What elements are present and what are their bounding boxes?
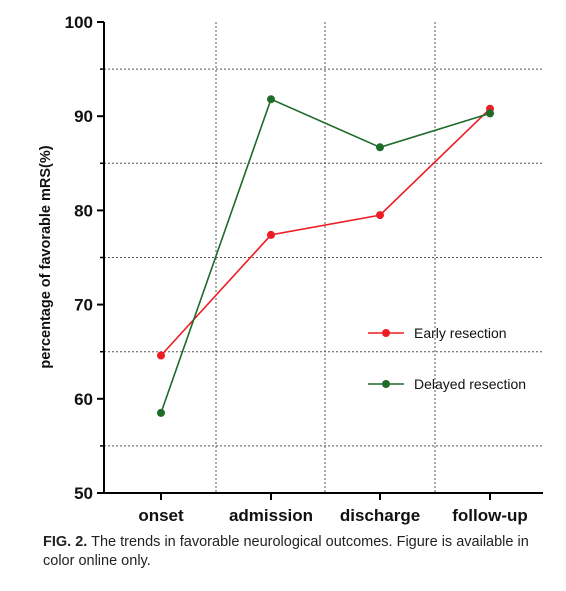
legend-label: Early resection xyxy=(414,325,507,341)
data-point xyxy=(376,143,384,152)
series-group xyxy=(157,95,494,417)
legend-label: Delayed resection xyxy=(414,376,526,392)
data-point xyxy=(267,230,275,239)
legend-swatch-marker xyxy=(382,329,390,337)
data-point xyxy=(157,408,165,417)
y-axis-label: percentage of favorable mRS(%) xyxy=(38,145,54,368)
y-tick-label: 90 xyxy=(74,107,93,126)
y-tick-label: 100 xyxy=(65,13,93,32)
caption-label: FIG. 2. xyxy=(43,534,88,550)
y-tick-label: 50 xyxy=(74,484,93,503)
data-point xyxy=(486,109,494,118)
data-point xyxy=(376,211,384,220)
y-tick-label: 70 xyxy=(74,296,93,315)
x-tick-label: admission xyxy=(229,506,313,525)
caption-text: The trends in favorable neurological out… xyxy=(43,534,529,569)
x-tick-label: follow-up xyxy=(452,506,528,525)
figure-caption: FIG. 2. The trends in favorable neurolog… xyxy=(43,533,548,571)
series-line-1 xyxy=(160,108,491,357)
grid-lines xyxy=(104,22,543,493)
x-ticks: onset admission discharge follow-up xyxy=(138,493,528,525)
legend: Early resection Delayed resection xyxy=(368,325,526,392)
y-ticks: 50 60 70 80 90 100 xyxy=(65,13,104,503)
line-chart: 50 60 70 80 90 100 onset admission discharge fol… xyxy=(38,13,543,525)
y-tick-label: 60 xyxy=(74,390,93,409)
series-line-2 xyxy=(160,98,491,414)
y-tick-label: 80 xyxy=(74,201,93,220)
data-point xyxy=(157,351,165,360)
x-tick-label: onset xyxy=(138,506,184,525)
legend-swatch-marker xyxy=(382,380,390,388)
x-tick-label: discharge xyxy=(340,506,420,525)
data-point xyxy=(267,95,275,104)
